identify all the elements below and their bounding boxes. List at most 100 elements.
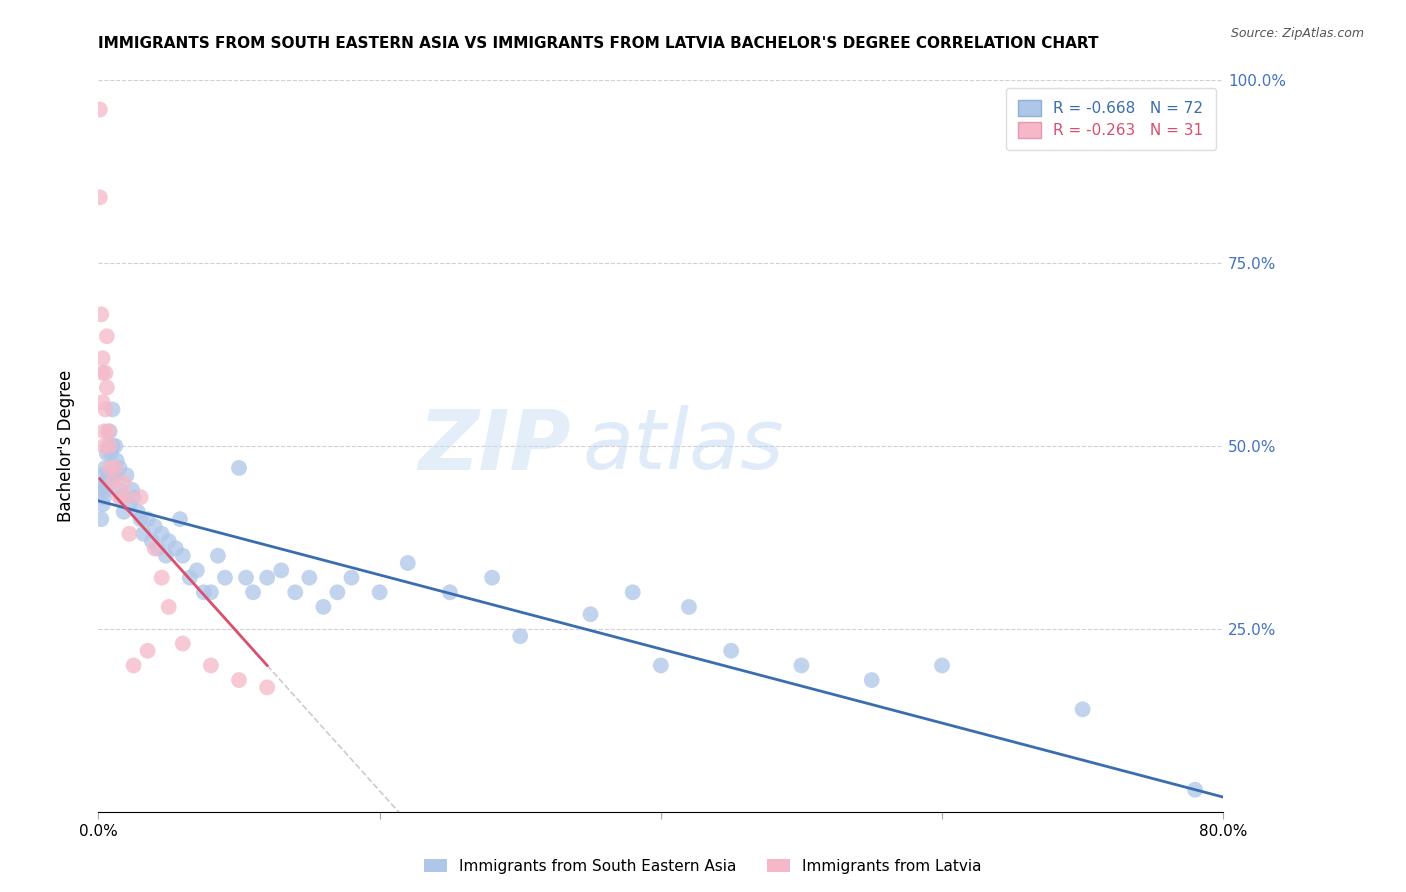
Point [98, 425, 121, 439]
Point [122, 658, 145, 673]
Point [214, 571, 236, 585]
Legend: Immigrants from South Eastern Asia, Immigrants from Latvia: Immigrants from South Eastern Asia, Immi… [418, 853, 988, 880]
Point [678, 599, 700, 614]
Point [122, 490, 145, 504]
Point [256, 571, 278, 585]
Point [931, 658, 953, 673]
Point [104, 461, 127, 475]
Point [96, 329, 118, 343]
Point [368, 585, 391, 599]
Point [94, 366, 117, 380]
Point [270, 563, 292, 577]
Point [193, 585, 215, 599]
Point [790, 658, 813, 673]
Point [97, 468, 120, 483]
Point [169, 512, 191, 526]
Point [127, 505, 149, 519]
Point [93, 425, 115, 439]
Point [108, 483, 131, 497]
Point [91, 468, 114, 483]
Point [89, 483, 111, 497]
Point [155, 549, 177, 563]
Point [256, 681, 278, 695]
Point [104, 468, 127, 483]
Point [650, 658, 672, 673]
Point [186, 563, 208, 577]
Point [326, 585, 349, 599]
Point [121, 483, 143, 497]
Point [340, 571, 363, 585]
Point [157, 599, 180, 614]
Point [860, 673, 883, 687]
Point [94, 402, 117, 417]
Point [200, 658, 222, 673]
Point [89, 103, 111, 117]
Point [93, 490, 115, 504]
Point [207, 549, 229, 563]
Point [91, 395, 114, 409]
Point [104, 439, 127, 453]
Point [579, 607, 602, 622]
Point [96, 446, 118, 460]
Point [101, 439, 124, 453]
Point [101, 468, 124, 483]
Point [108, 490, 131, 504]
Point [157, 534, 180, 549]
Point [179, 571, 201, 585]
Point [284, 585, 307, 599]
Point [115, 468, 138, 483]
Point [91, 366, 114, 380]
Point [509, 629, 531, 643]
Point [94, 483, 117, 497]
Point [94, 461, 117, 475]
Point [91, 351, 114, 366]
Point [93, 439, 115, 453]
Point [115, 490, 138, 504]
Point [1184, 782, 1206, 797]
Point [143, 519, 166, 533]
Point [143, 541, 166, 556]
Point [101, 402, 124, 417]
Point [242, 585, 264, 599]
Point [100, 446, 122, 460]
Point [96, 475, 118, 490]
Point [150, 571, 173, 585]
Point [97, 425, 120, 439]
Text: Source: ZipAtlas.com: Source: ZipAtlas.com [1230, 27, 1364, 40]
Point [98, 461, 121, 475]
Point [98, 439, 121, 453]
Point [172, 636, 194, 650]
Point [96, 380, 118, 394]
Point [720, 644, 742, 658]
Point [146, 541, 169, 556]
Point [110, 490, 132, 504]
Point [112, 505, 135, 519]
Point [91, 498, 114, 512]
Point [298, 571, 321, 585]
Point [228, 461, 250, 475]
Point [105, 453, 128, 467]
Point [118, 526, 141, 541]
Point [312, 599, 335, 614]
Point [136, 644, 159, 658]
Text: IMMIGRANTS FROM SOUTH EASTERN ASIA VS IMMIGRANTS FROM LATVIA BACHELOR'S DEGREE C: IMMIGRANTS FROM SOUTH EASTERN ASIA VS IM… [98, 36, 1099, 51]
Point [141, 534, 163, 549]
Point [165, 541, 187, 556]
Point [89, 190, 111, 204]
Point [396, 556, 419, 570]
Point [108, 461, 131, 475]
Point [235, 571, 257, 585]
Point [481, 571, 503, 585]
Point [90, 512, 112, 526]
Point [90, 307, 112, 321]
Point [129, 490, 152, 504]
Point [129, 512, 152, 526]
Point [97, 439, 120, 453]
Text: ZIP: ZIP [418, 406, 571, 486]
Point [150, 526, 173, 541]
Y-axis label: Bachelor's Degree: Bachelor's Degree [56, 370, 75, 522]
Point [136, 512, 159, 526]
Point [200, 585, 222, 599]
Point [621, 585, 644, 599]
Point [112, 475, 135, 490]
